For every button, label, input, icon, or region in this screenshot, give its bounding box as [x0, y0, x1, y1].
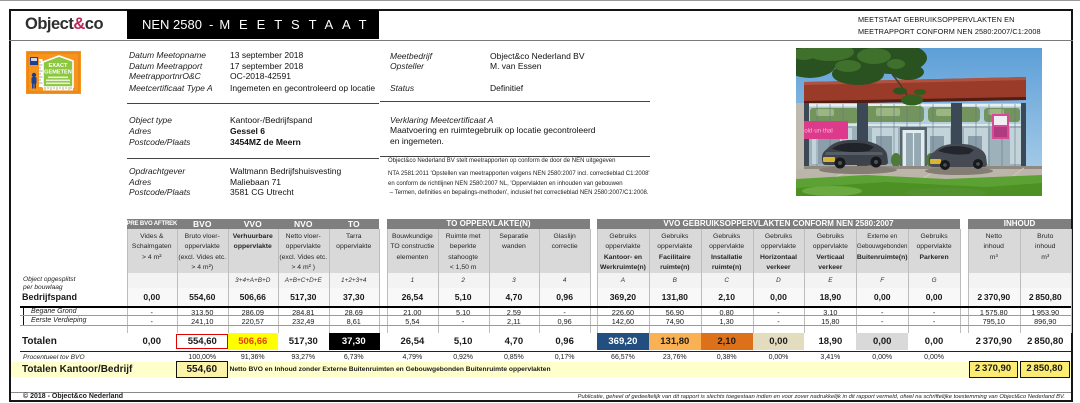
svg-text:EXACT: EXACT	[49, 63, 69, 69]
svg-text:gold·un·thal: gold·un·thal	[801, 129, 833, 135]
svg-text:GEMETEN: GEMETEN	[44, 70, 72, 76]
